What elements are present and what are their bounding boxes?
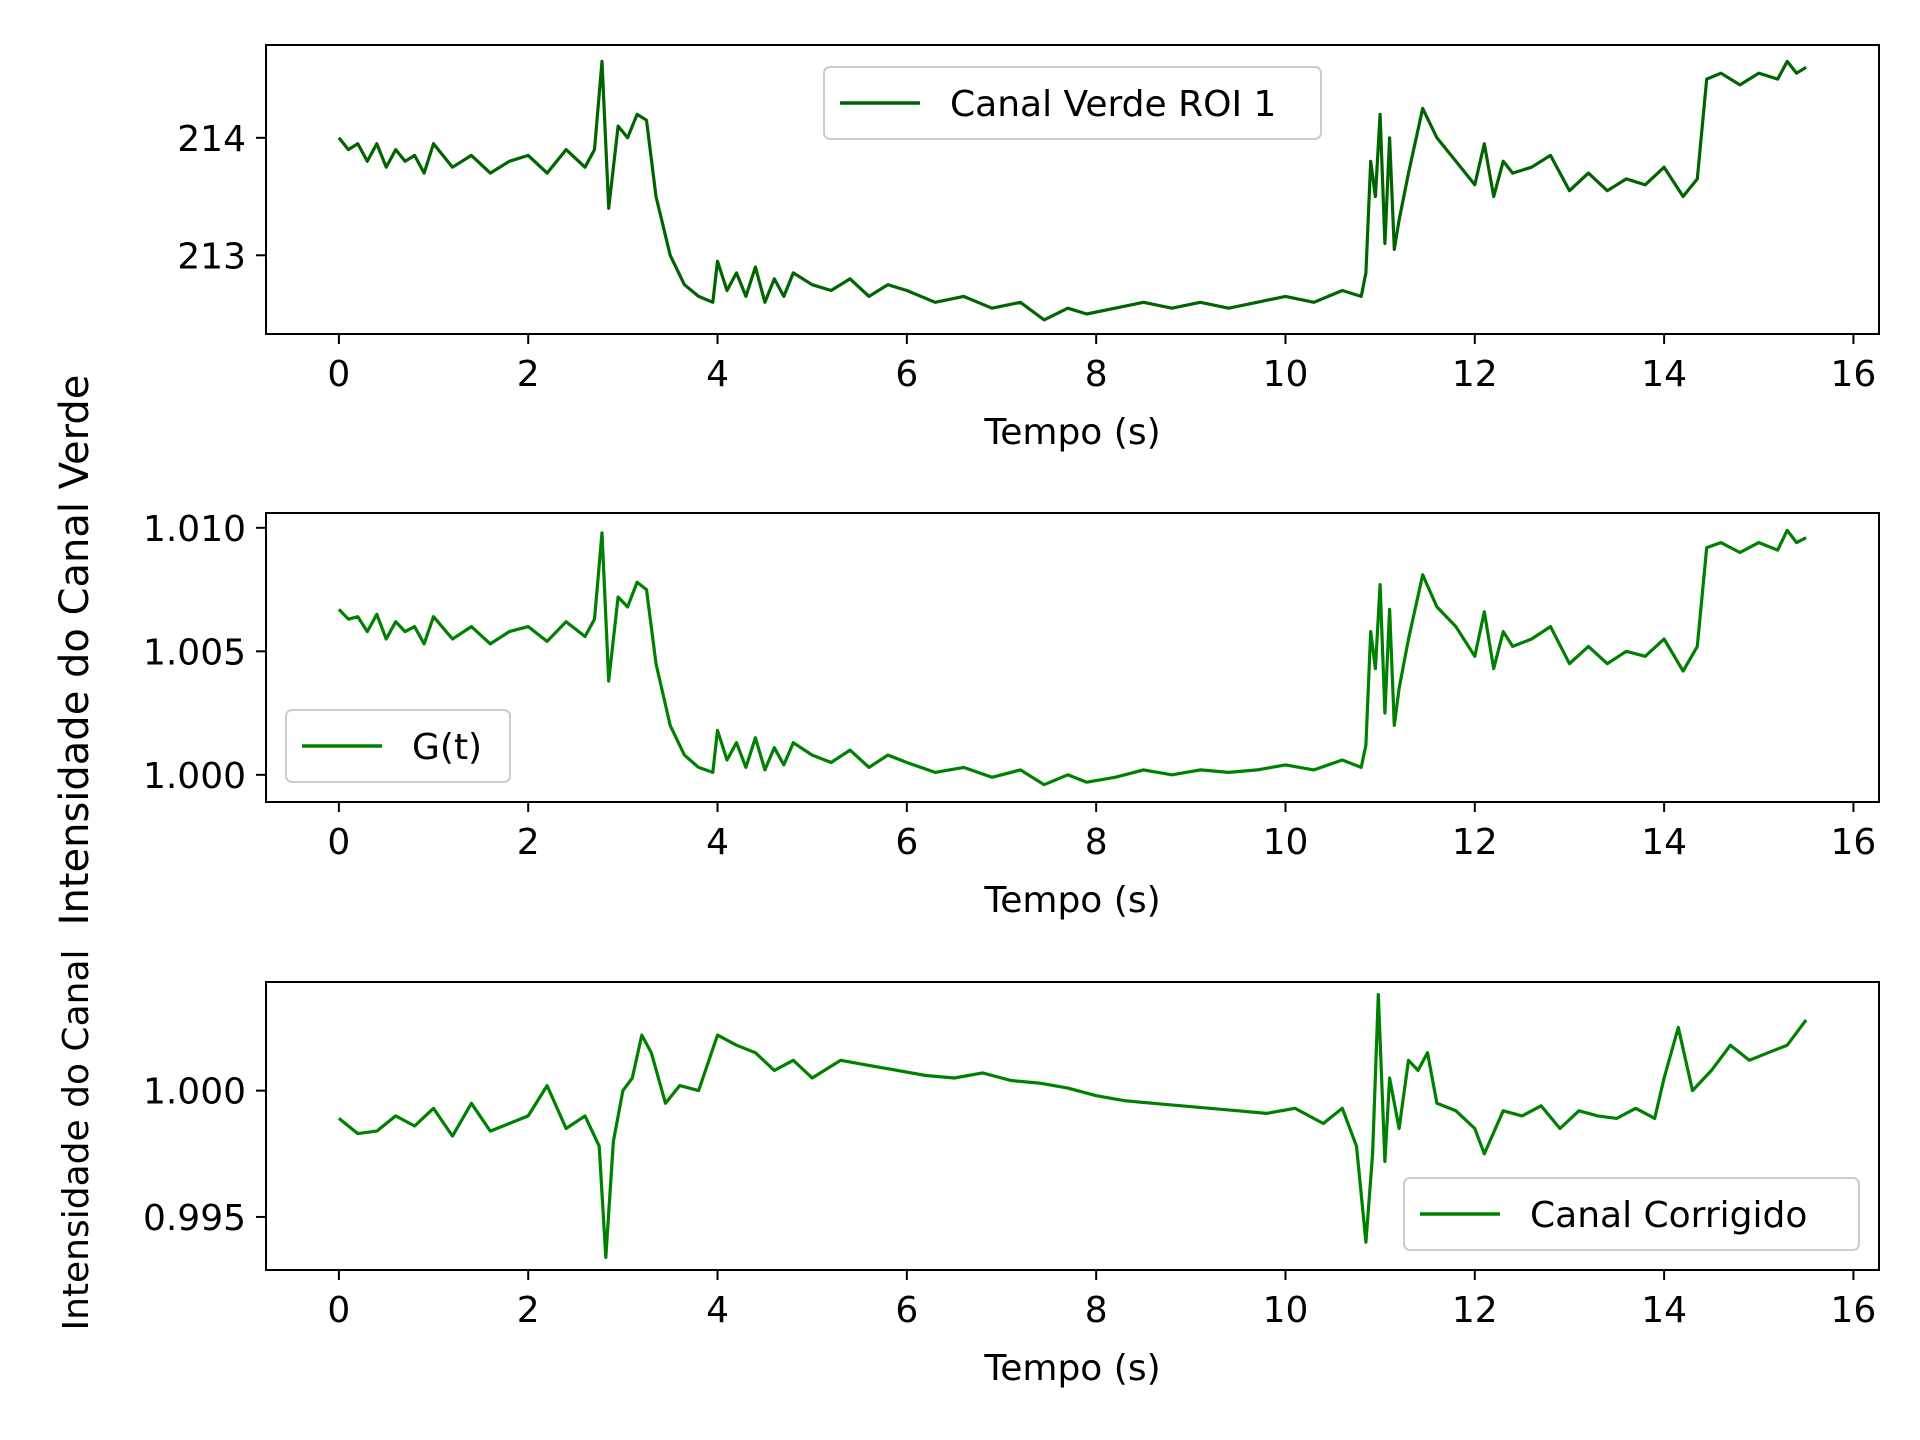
x-tick-label: 8: [1085, 1290, 1108, 1331]
x-tick-label: 12: [1452, 354, 1498, 395]
x-tick-label: 14: [1641, 1290, 1687, 1331]
series-line-2-0: [337, 992, 1808, 1260]
x-tick-label: 6: [895, 354, 918, 395]
y-tick-label: 1.000: [143, 1072, 246, 1113]
legend: Canal Verde ROI 1: [823, 66, 1322, 140]
x-tick-label: 2: [517, 354, 540, 395]
axes-frame-1: [265, 512, 1880, 803]
x-tick-label: 16: [1831, 822, 1877, 863]
x-tick-label: 0: [327, 1290, 350, 1331]
shared-y-label: Intensidade do Canal Verde: [52, 375, 98, 926]
legend: G(t): [285, 709, 511, 783]
x-axis-label: Tempo (s): [983, 1348, 1160, 1389]
legend-label: Canal Corrigido: [1530, 1195, 1807, 1236]
y-tick-label: 1.000: [143, 756, 246, 797]
y-tick-label: 214: [177, 119, 246, 160]
x-tick-label: 16: [1831, 1290, 1877, 1331]
y-tick-label: 1.005: [143, 632, 246, 673]
y-tick-label: 213: [177, 236, 246, 277]
legend-label: G(t): [412, 727, 482, 768]
axes-frame-2: [265, 981, 1880, 1271]
x-tick-label: 8: [1085, 822, 1108, 863]
x-tick-label: 14: [1641, 354, 1687, 395]
legend-label: Canal Verde ROI 1: [950, 84, 1276, 125]
legend-box: [285, 709, 511, 783]
x-tick-label: 0: [327, 354, 350, 395]
y-tick-label: 0.995: [143, 1198, 246, 1239]
x-tick-label: 12: [1452, 1290, 1498, 1331]
series-line-0-0: [337, 59, 1807, 322]
x-tick-label: 6: [895, 822, 918, 863]
subplot-canal-corrigido: 0 2 4 6 8 10 12 14 16 0.995 1.000 Tempo (s) Canal Co…: [143, 981, 1880, 1389]
x-tick-label: 12: [1452, 822, 1498, 863]
x-tick-label: 14: [1641, 822, 1687, 863]
x-tick-label: 10: [1263, 354, 1309, 395]
x-tick-label: 2: [517, 1290, 540, 1331]
axes-frame-0: [265, 44, 1880, 335]
x-tick-label: 0: [327, 822, 350, 863]
series-line-1-0: [337, 528, 1807, 787]
legend-box: [1403, 1177, 1860, 1251]
x-axis-label: Tempo (s): [983, 880, 1160, 921]
x-tick-label: 4: [706, 822, 729, 863]
x-tick-label: 2: [517, 822, 540, 863]
subplot-canal-verde-roi1: 0 2 4 6 8 10 12 14 16 213 214 Tempo (s) Canal Verde …: [177, 44, 1880, 453]
x-tick-label: 4: [706, 354, 729, 395]
y-tick-label: 1.010: [143, 509, 246, 550]
subplot-g-t: 0 2 4 6 8 10 12 14 16 1.000 1.005 1.010 Tempo (s) G(t…: [143, 509, 1880, 921]
x-tick-label: 8: [1085, 354, 1108, 395]
legend-box: [823, 66, 1322, 140]
overlay-y-label: Intensidade do Canal: [56, 949, 97, 1330]
x-tick-label: 6: [895, 1290, 918, 1331]
x-tick-label: 10: [1263, 822, 1309, 863]
x-tick-label: 10: [1263, 1290, 1309, 1331]
x-tick-label: 4: [706, 1290, 729, 1331]
x-axis-label: Tempo (s): [983, 412, 1160, 453]
x-tick-label: 16: [1831, 354, 1877, 395]
legend: Canal Corrigido: [1403, 1177, 1860, 1251]
